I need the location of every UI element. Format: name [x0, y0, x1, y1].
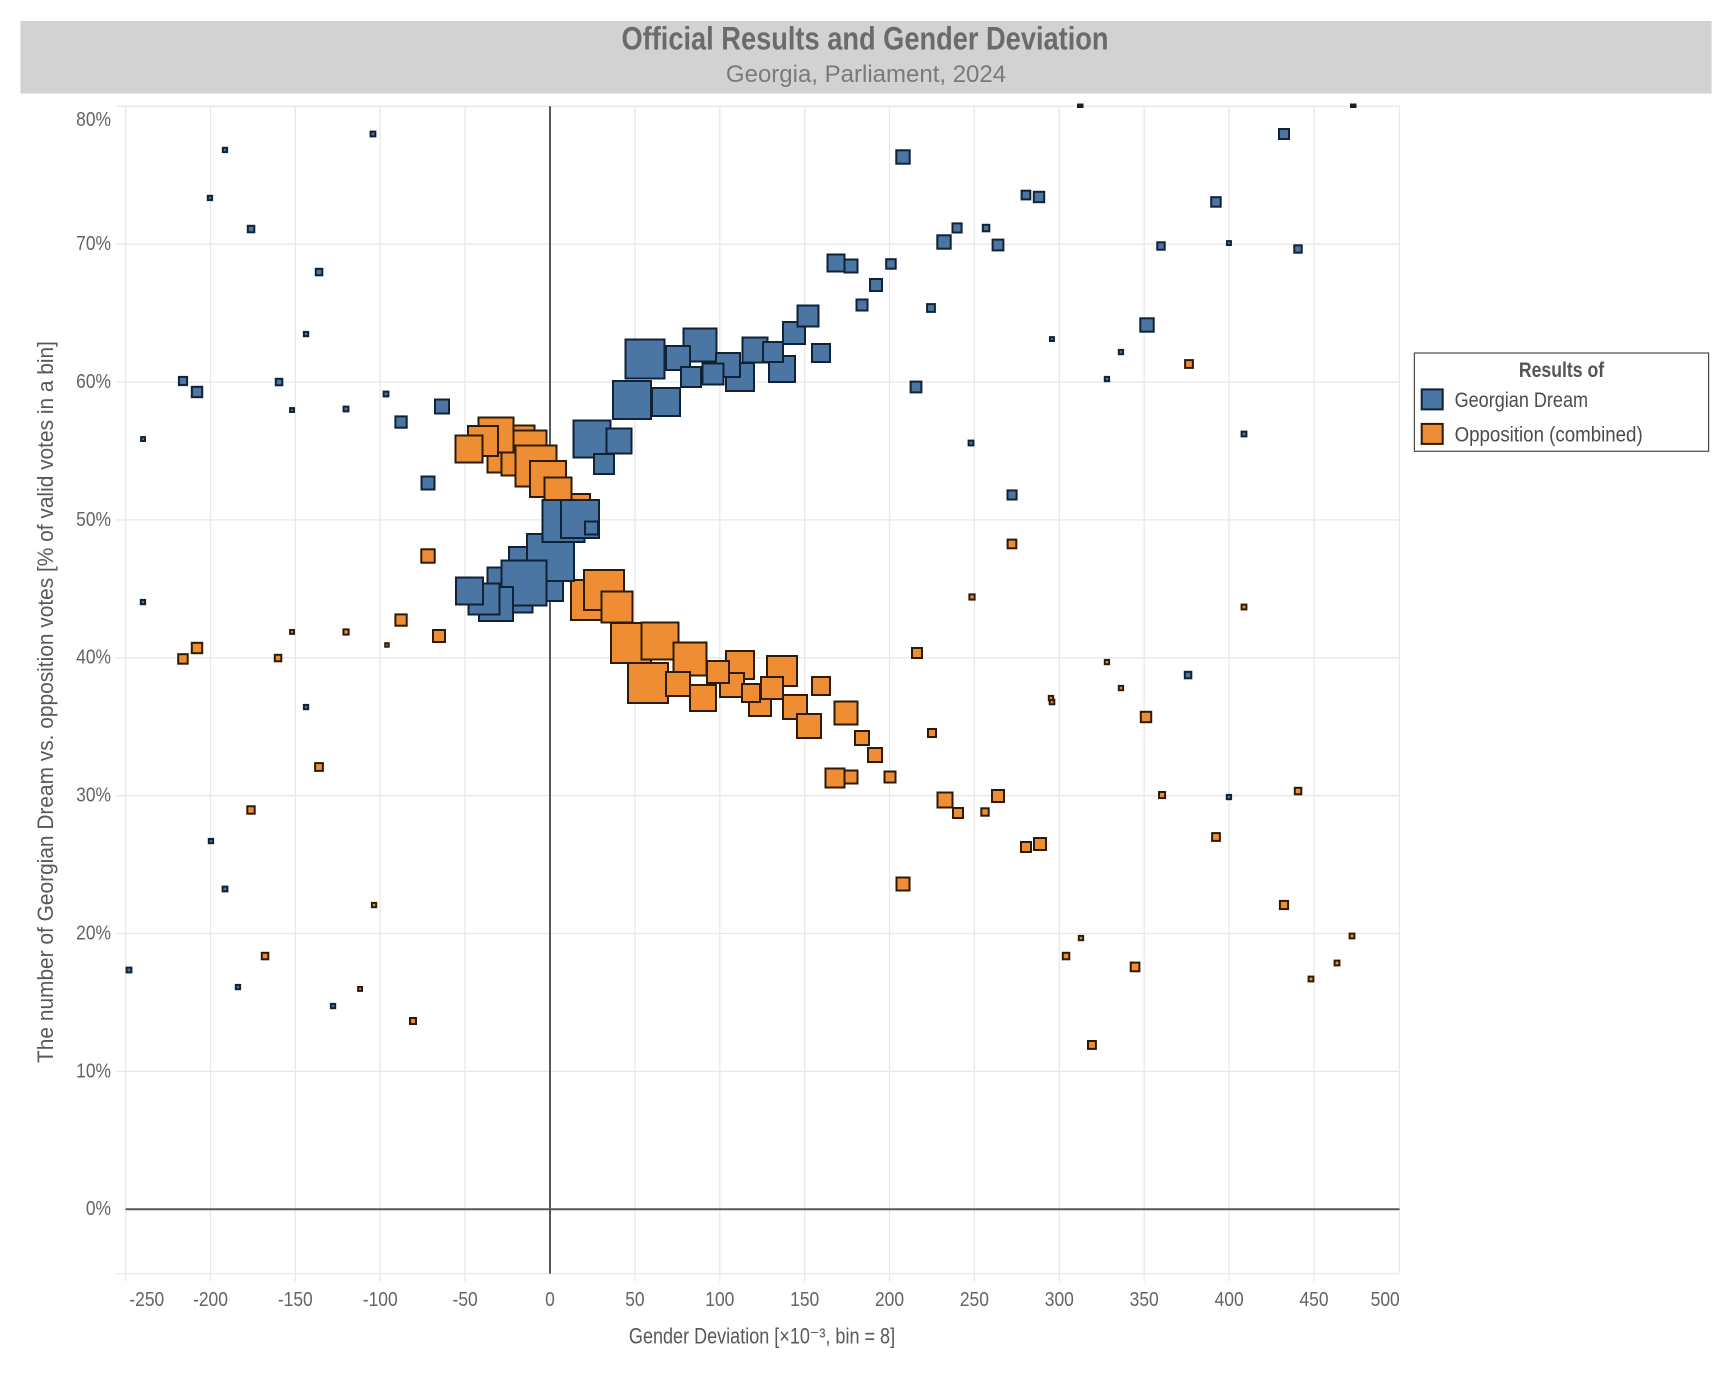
svg-text:-150: -150: [278, 1289, 313, 1312]
svg-text:0%: 0%: [86, 1198, 111, 1221]
svg-text:50: 50: [625, 1289, 644, 1312]
svg-text:70%: 70%: [76, 233, 111, 256]
svg-text:-250: -250: [129, 1289, 164, 1312]
svg-text:Results of: Results of: [1519, 358, 1605, 382]
svg-text:Opposition (combined): Opposition (combined): [1455, 423, 1643, 446]
svg-text:Georgian Dream: Georgian Dream: [1455, 388, 1588, 412]
svg-text:Gender Deviation [×10⁻³, bin =: Gender Deviation [×10⁻³, bin = 8]: [629, 1325, 895, 1349]
svg-text:40%: 40%: [76, 646, 111, 669]
svg-text:300: 300: [1045, 1289, 1074, 1312]
svg-text:100: 100: [705, 1289, 734, 1312]
svg-text:150: 150: [790, 1289, 819, 1312]
svg-text:0: 0: [545, 1289, 555, 1312]
svg-text:500: 500: [1371, 1289, 1400, 1312]
svg-text:400: 400: [1215, 1289, 1244, 1312]
svg-text:-50: -50: [453, 1289, 478, 1312]
svg-text:The number of Georgian Dream v: The number of Georgian Dream vs. opposit…: [34, 341, 59, 1063]
svg-text:80%: 80%: [76, 109, 111, 132]
svg-text:350: 350: [1130, 1289, 1159, 1312]
svg-text:20%: 20%: [76, 922, 111, 945]
svg-text:Official Results and Gender De: Official Results and Gender Deviation: [621, 21, 1108, 57]
svg-text:60%: 60%: [76, 371, 111, 394]
svg-text:-100: -100: [363, 1289, 398, 1312]
svg-text:250: 250: [960, 1289, 989, 1312]
svg-text:200: 200: [875, 1289, 904, 1312]
svg-text:450: 450: [1299, 1289, 1328, 1312]
svg-text:30%: 30%: [76, 784, 111, 807]
svg-text:10%: 10%: [76, 1060, 111, 1083]
svg-text:Georgia, Parliament, 2024: Georgia, Parliament, 2024: [726, 61, 1006, 88]
svg-text:-200: -200: [193, 1289, 228, 1312]
svg-text:50%: 50%: [76, 509, 111, 532]
